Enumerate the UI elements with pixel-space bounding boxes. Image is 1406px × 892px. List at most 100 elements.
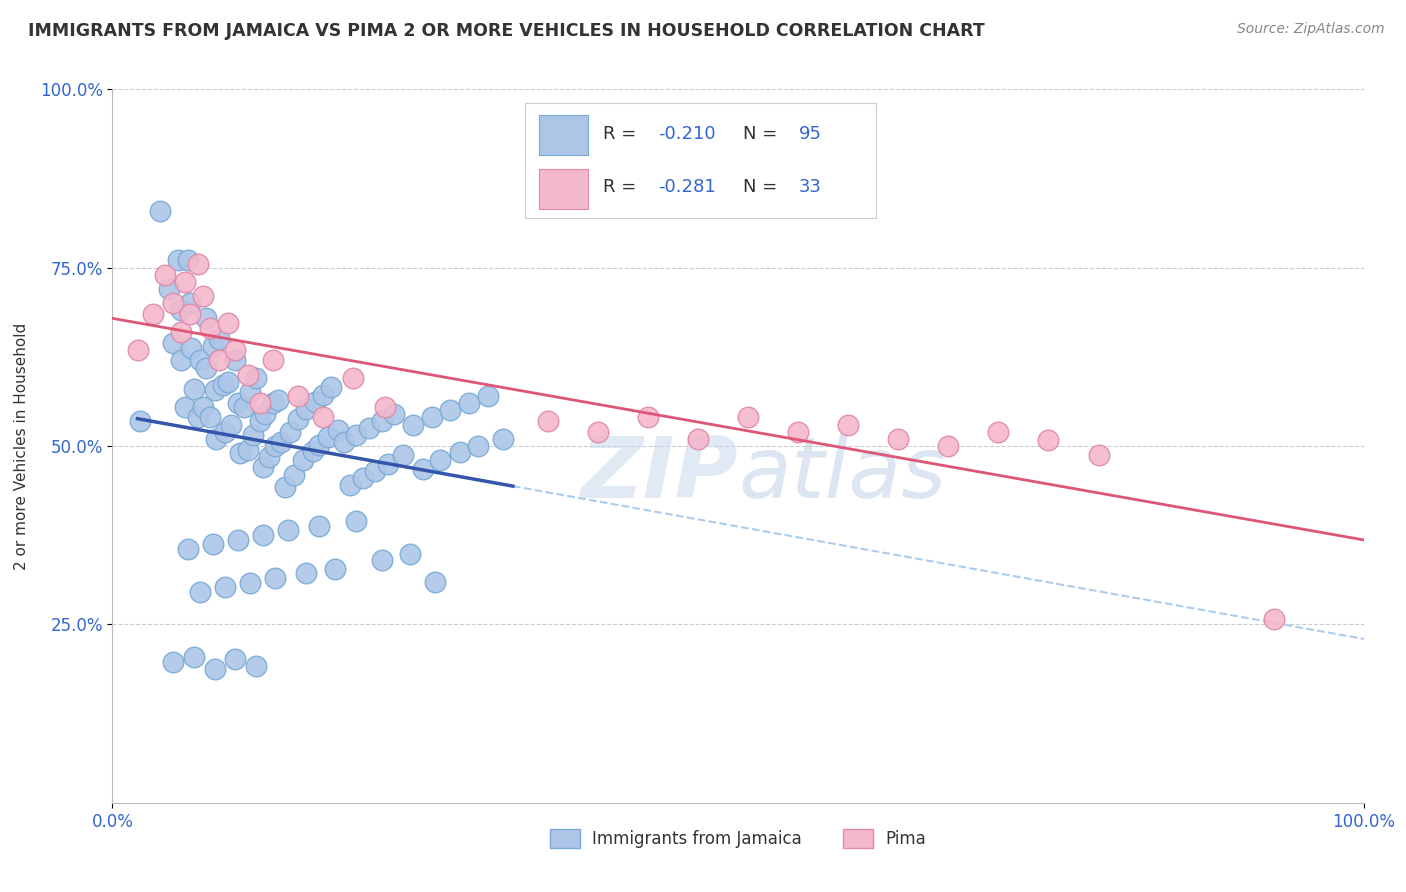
Point bbox=[224, 651, 246, 665]
Point bbox=[492, 432, 515, 446]
Point bbox=[439, 403, 461, 417]
Point bbox=[217, 316, 239, 330]
Point bbox=[787, 425, 810, 439]
Point bbox=[170, 353, 193, 368]
Point bbox=[352, 471, 374, 485]
Point bbox=[191, 400, 214, 414]
Point bbox=[162, 655, 184, 669]
Point bbox=[323, 562, 346, 576]
Point bbox=[211, 378, 233, 392]
Point bbox=[391, 448, 413, 462]
Point bbox=[287, 389, 309, 403]
Point bbox=[187, 410, 209, 425]
Point bbox=[1038, 434, 1060, 448]
Point bbox=[224, 343, 246, 357]
Point bbox=[141, 307, 163, 321]
Point bbox=[266, 392, 288, 407]
Point bbox=[236, 442, 259, 457]
Point bbox=[262, 353, 284, 368]
Point bbox=[326, 423, 349, 437]
Y-axis label: 2 or more Vehicles in Household: 2 or more Vehicles in Household bbox=[14, 322, 28, 570]
Point bbox=[837, 417, 859, 432]
Point bbox=[204, 384, 226, 398]
Point bbox=[180, 341, 202, 355]
Point bbox=[537, 414, 560, 428]
Point bbox=[277, 523, 299, 537]
Point bbox=[295, 566, 318, 580]
Text: IMMIGRANTS FROM JAMAICA VS PIMA 2 OR MORE VEHICLES IN HOUSEHOLD CORRELATION CHAR: IMMIGRANTS FROM JAMAICA VS PIMA 2 OR MOR… bbox=[28, 22, 984, 40]
Point bbox=[162, 296, 184, 310]
Point bbox=[399, 548, 422, 562]
Point bbox=[198, 321, 221, 335]
Point bbox=[339, 478, 361, 492]
Point bbox=[242, 428, 264, 442]
Point bbox=[308, 519, 330, 533]
Point bbox=[176, 253, 198, 268]
Point bbox=[312, 410, 335, 425]
Point bbox=[176, 542, 198, 557]
Point bbox=[382, 407, 405, 421]
Point bbox=[129, 414, 152, 428]
Point bbox=[342, 371, 364, 385]
Point bbox=[254, 407, 277, 421]
Point bbox=[308, 437, 330, 451]
Point bbox=[262, 396, 284, 410]
Point bbox=[204, 662, 226, 676]
Point bbox=[346, 514, 368, 528]
Point bbox=[226, 396, 249, 410]
Point bbox=[226, 533, 249, 548]
Point bbox=[357, 421, 380, 435]
Point bbox=[195, 310, 218, 325]
Point bbox=[162, 335, 184, 350]
Point bbox=[449, 444, 471, 458]
Point bbox=[264, 439, 287, 453]
Legend: Immigrants from Jamaica, Pima: Immigrants from Jamaica, Pima bbox=[544, 822, 932, 855]
Point bbox=[183, 382, 205, 396]
Point bbox=[188, 585, 211, 599]
Point bbox=[157, 282, 180, 296]
Point bbox=[252, 460, 274, 475]
Point bbox=[166, 253, 188, 268]
Point bbox=[170, 303, 193, 318]
Point bbox=[301, 444, 323, 458]
Point bbox=[198, 410, 221, 425]
Point bbox=[312, 387, 335, 401]
Point bbox=[429, 453, 451, 467]
Point bbox=[987, 425, 1010, 439]
Point bbox=[195, 360, 218, 375]
Point bbox=[346, 428, 368, 442]
Point bbox=[377, 457, 399, 471]
Point bbox=[208, 332, 231, 346]
Point bbox=[887, 432, 910, 446]
Point bbox=[420, 410, 443, 425]
Point bbox=[364, 464, 387, 478]
Point bbox=[214, 580, 236, 594]
Point bbox=[467, 439, 489, 453]
Point bbox=[174, 275, 197, 289]
Point bbox=[239, 385, 262, 400]
Point bbox=[283, 467, 305, 482]
Point bbox=[737, 410, 759, 425]
Point bbox=[245, 658, 267, 673]
Point bbox=[229, 446, 252, 460]
Point bbox=[287, 412, 309, 426]
Point bbox=[304, 394, 326, 409]
Text: atlas: atlas bbox=[738, 433, 946, 516]
Point bbox=[278, 425, 301, 439]
Point bbox=[201, 339, 224, 353]
Point bbox=[179, 296, 201, 310]
Point bbox=[217, 375, 239, 389]
Point bbox=[321, 380, 343, 394]
Point bbox=[205, 432, 228, 446]
Point bbox=[425, 574, 447, 589]
Point bbox=[188, 353, 211, 368]
Text: Source: ZipAtlas.com: Source: ZipAtlas.com bbox=[1237, 22, 1385, 37]
Point bbox=[214, 425, 236, 439]
Point bbox=[187, 257, 209, 271]
Point bbox=[333, 435, 356, 450]
Point bbox=[191, 289, 214, 303]
Point bbox=[249, 396, 271, 410]
Point bbox=[249, 414, 271, 428]
Point bbox=[208, 353, 231, 368]
Point bbox=[316, 430, 339, 444]
